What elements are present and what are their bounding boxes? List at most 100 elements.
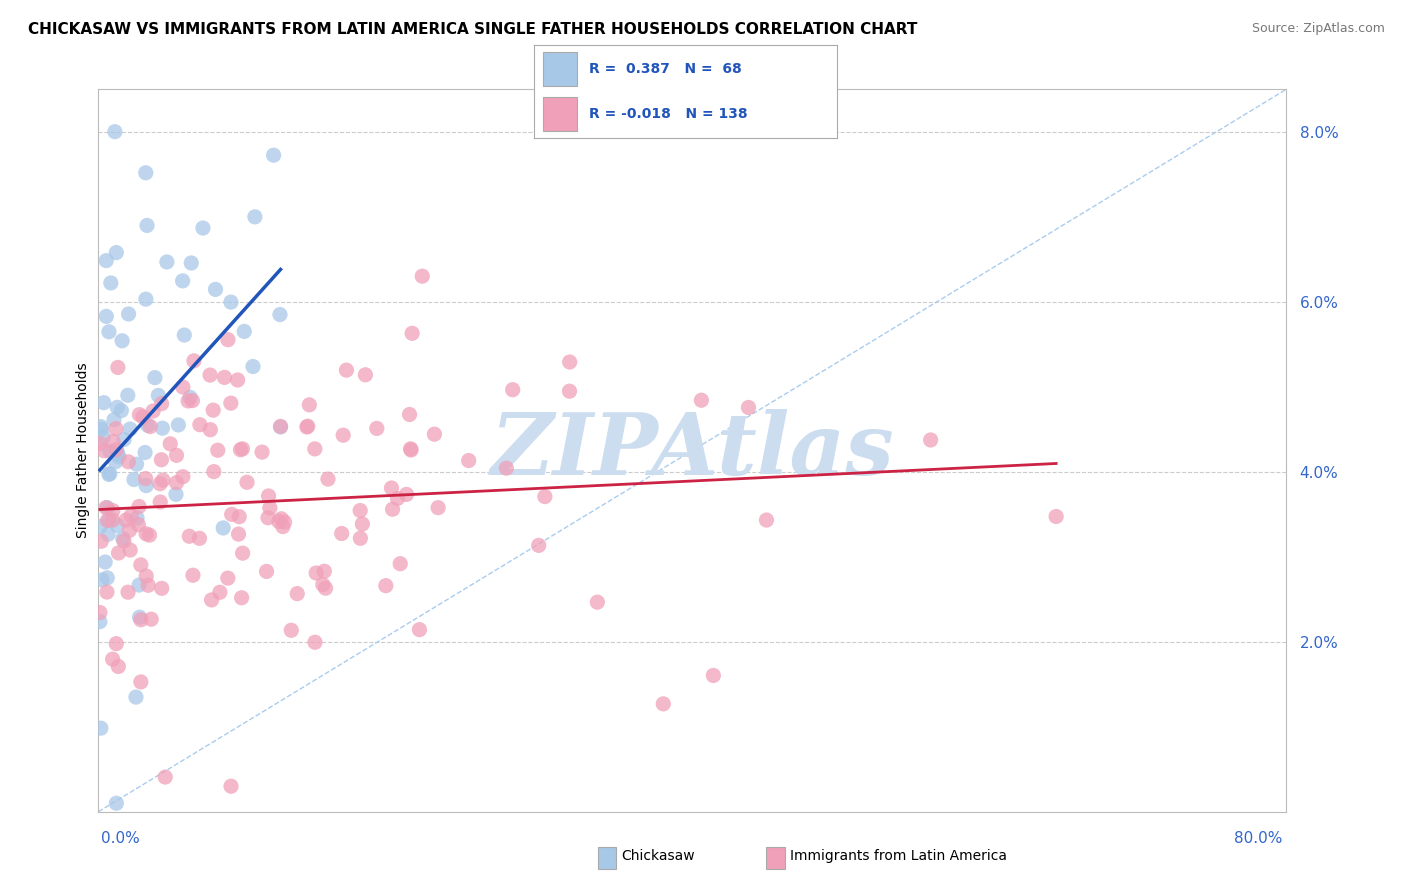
Point [96, 310, 118, 324]
Point [212, 521, 235, 535]
Point [101, 434, 124, 449]
Point [101, 652, 124, 666]
Point [107, 659, 129, 673]
Point [141, 612, 163, 626]
Point [200, 593, 222, 607]
Point [737, 401, 759, 415]
Point [354, 368, 377, 382]
Point [138, 528, 160, 542]
Point [143, 370, 166, 384]
Point [217, 333, 239, 347]
Point [399, 442, 422, 456]
Point [94, 555, 117, 569]
Point [101, 513, 124, 527]
Text: ZIPAtlas: ZIPAtlas [491, 409, 894, 492]
Point [1045, 509, 1067, 524]
Point [105, 442, 128, 457]
Point [920, 433, 942, 447]
Point [270, 420, 292, 434]
Point [139, 419, 162, 434]
Point [136, 418, 159, 433]
Point [297, 419, 319, 434]
Point [271, 519, 294, 533]
Point [198, 368, 221, 382]
Text: 80.0%: 80.0% [1234, 831, 1282, 846]
Point [110, 403, 132, 417]
Text: Immigrants from Latin America: Immigrants from Latin America [790, 849, 1007, 863]
Point [128, 578, 150, 592]
Point [166, 448, 188, 462]
Point [120, 508, 142, 523]
Point [221, 508, 243, 522]
Point [107, 360, 129, 375]
Point [314, 564, 336, 578]
Point [527, 538, 550, 552]
Point [111, 532, 134, 546]
Point [90, 721, 112, 735]
Point [90, 534, 112, 549]
Point [423, 427, 446, 442]
Point [135, 569, 157, 583]
Point [128, 500, 150, 514]
Point [242, 359, 264, 374]
Point [128, 408, 150, 422]
Point [134, 445, 156, 459]
Text: Source: ZipAtlas.com: Source: ZipAtlas.com [1251, 22, 1385, 36]
Point [93, 395, 115, 409]
Point [152, 473, 174, 487]
Point [120, 543, 142, 558]
Point [263, 148, 285, 162]
Point [183, 354, 205, 368]
Point [305, 566, 328, 580]
Point [148, 388, 170, 402]
Point [89, 606, 111, 620]
Point [256, 565, 278, 579]
Point [380, 481, 402, 495]
Point [96, 514, 118, 528]
Point [89, 519, 111, 533]
Point [91, 430, 114, 444]
Point [111, 334, 134, 348]
Point [101, 503, 124, 517]
Point [330, 526, 353, 541]
Point [495, 461, 517, 475]
Point [118, 524, 141, 538]
Point [127, 511, 149, 525]
Point [269, 308, 291, 322]
Point [122, 473, 145, 487]
Point [586, 595, 609, 609]
Point [159, 437, 181, 451]
Point [457, 453, 479, 467]
Point [107, 447, 129, 461]
Point [558, 355, 581, 369]
Point [136, 578, 159, 592]
Point [103, 413, 125, 427]
Point [408, 623, 430, 637]
Point [181, 568, 204, 582]
Point [231, 442, 253, 456]
Point [112, 433, 135, 447]
Point [401, 326, 423, 341]
Point [97, 527, 120, 541]
Point [200, 423, 222, 437]
Point [217, 571, 239, 585]
Point [127, 517, 149, 532]
Point [96, 585, 118, 599]
Point [219, 779, 242, 793]
Point [219, 295, 242, 310]
Point [132, 410, 155, 425]
Point [250, 445, 273, 459]
Point [142, 404, 165, 418]
Point [267, 515, 290, 529]
Point [399, 443, 422, 458]
Point [172, 274, 194, 288]
Point [135, 526, 157, 541]
Point [188, 417, 211, 432]
Point [280, 624, 302, 638]
Point [226, 373, 249, 387]
Point [204, 282, 226, 296]
Point [411, 269, 433, 284]
Point [94, 500, 117, 515]
Point [156, 255, 179, 269]
Point [208, 585, 231, 599]
